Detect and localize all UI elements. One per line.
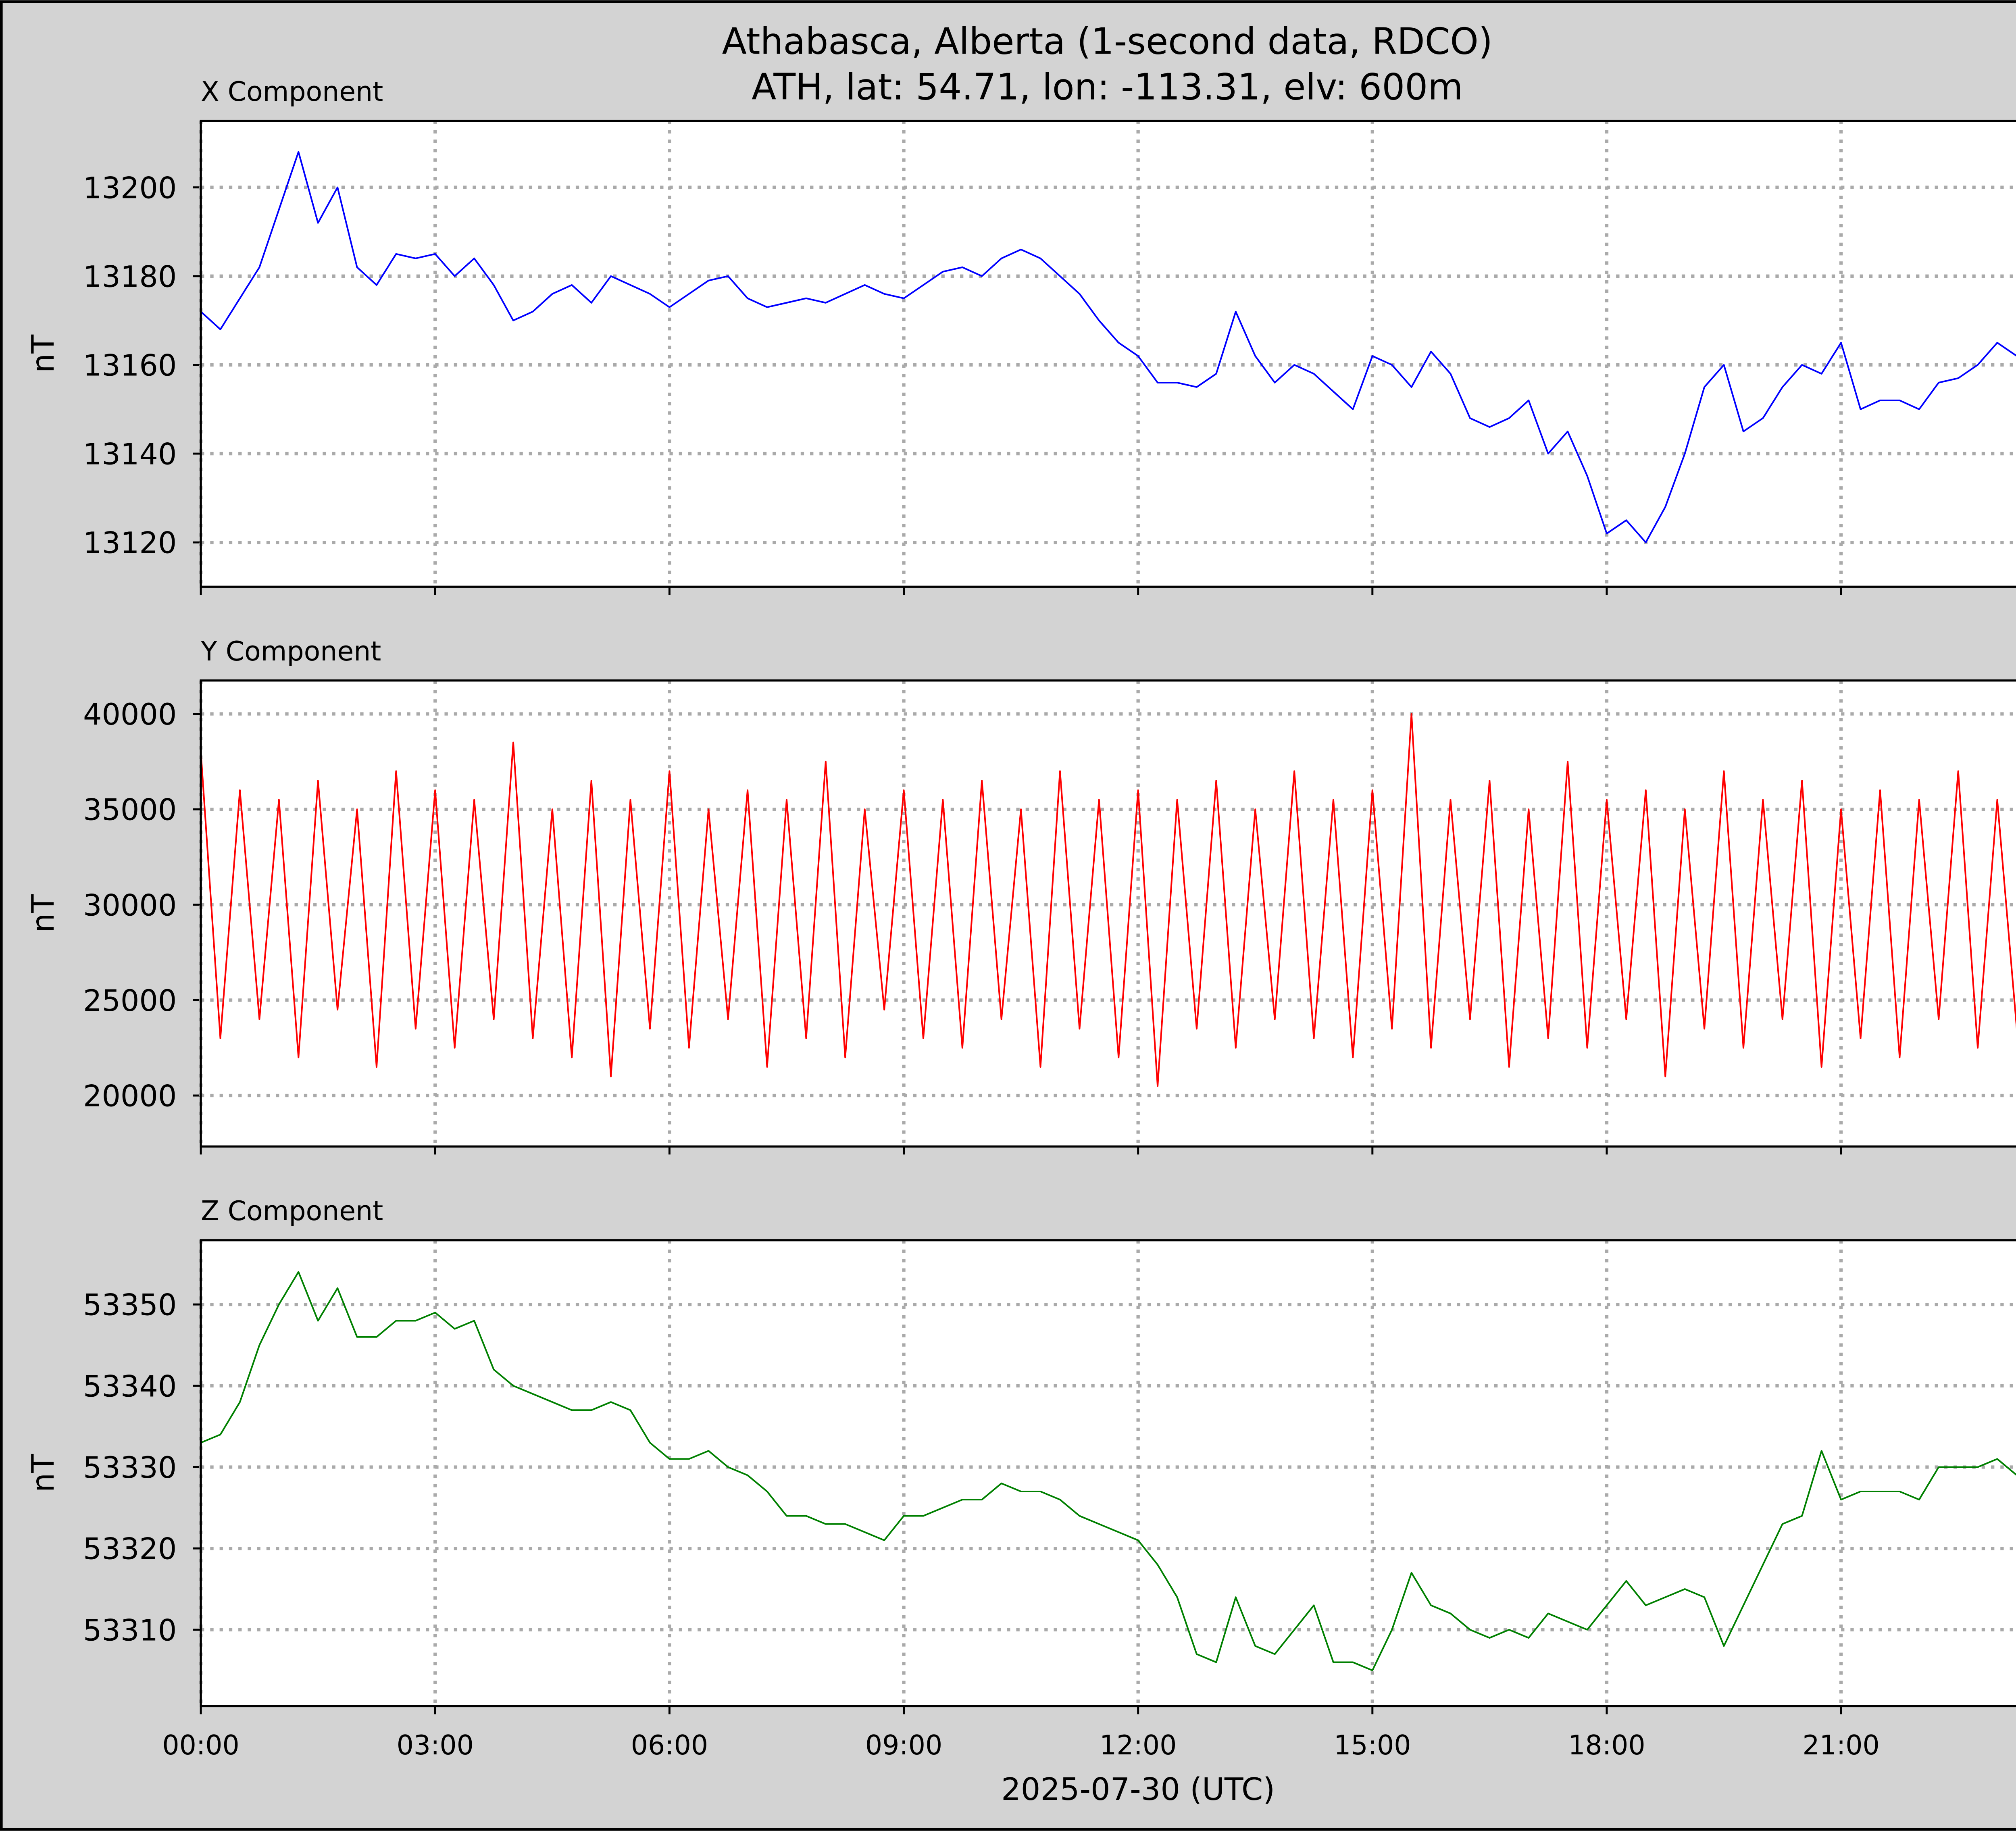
y-tick-label: 35000 <box>83 793 177 827</box>
x-axis-label: 2025-07-30 (UTC) <box>1001 1772 1275 1808</box>
panel-title: Y Component <box>200 635 381 667</box>
figure-title: Athabasca, Alberta (1-second data, RDCO) <box>722 21 1493 63</box>
y-axis-label: nT <box>25 335 61 373</box>
y-tick-label: 53330 <box>83 1451 177 1485</box>
x-tick-label: 00:00 <box>162 1729 239 1761</box>
plot-frame <box>200 679 2016 1148</box>
y-tick-label: 53320 <box>83 1532 177 1566</box>
y-tick-label: 13180 <box>83 260 177 294</box>
panel-title: Z Component <box>201 1195 383 1227</box>
data-line <box>200 151 2016 544</box>
plot-frame <box>200 119 2016 588</box>
y-axis-label: nT <box>25 1454 61 1492</box>
plot-area <box>201 1240 2016 1706</box>
x-tick-label: 18:00 <box>1568 1729 1645 1761</box>
x-tick-label: 03:00 <box>397 1729 474 1761</box>
x-tick-label: 09:00 <box>865 1729 942 1761</box>
x-tick-label: 12:00 <box>1100 1729 1177 1761</box>
y-tick-label: 53350 <box>83 1288 177 1323</box>
x-tick-label: 21:00 <box>1802 1729 1879 1761</box>
y-tick-label: 13120 <box>83 526 177 560</box>
y-tick-label: 13160 <box>83 349 177 383</box>
y-axis-label: nT <box>25 894 61 933</box>
figure-subtitle: ATH, lat: 54.71, lon: -113.31, elv: 600m <box>752 66 1463 108</box>
y-tick-label: 20000 <box>83 1079 177 1114</box>
y-tick-label: 13200 <box>83 171 177 205</box>
y-tick-label: 25000 <box>83 984 177 1018</box>
data-line <box>200 1271 2016 1671</box>
x-tick-label: 15:00 <box>1334 1729 1411 1761</box>
y-tick-label: 13140 <box>83 437 177 472</box>
plot-frame <box>200 1239 2016 1708</box>
panel-title: X Component <box>201 76 383 107</box>
data-line <box>200 713 2016 1087</box>
y-tick-label: 53310 <box>83 1613 177 1648</box>
y-tick-label: 53340 <box>83 1369 177 1404</box>
y-tick-label: 40000 <box>83 698 177 732</box>
x-tick-label: 06:00 <box>631 1729 708 1761</box>
plot-area <box>201 121 2016 587</box>
y-tick-label: 30000 <box>83 888 177 923</box>
